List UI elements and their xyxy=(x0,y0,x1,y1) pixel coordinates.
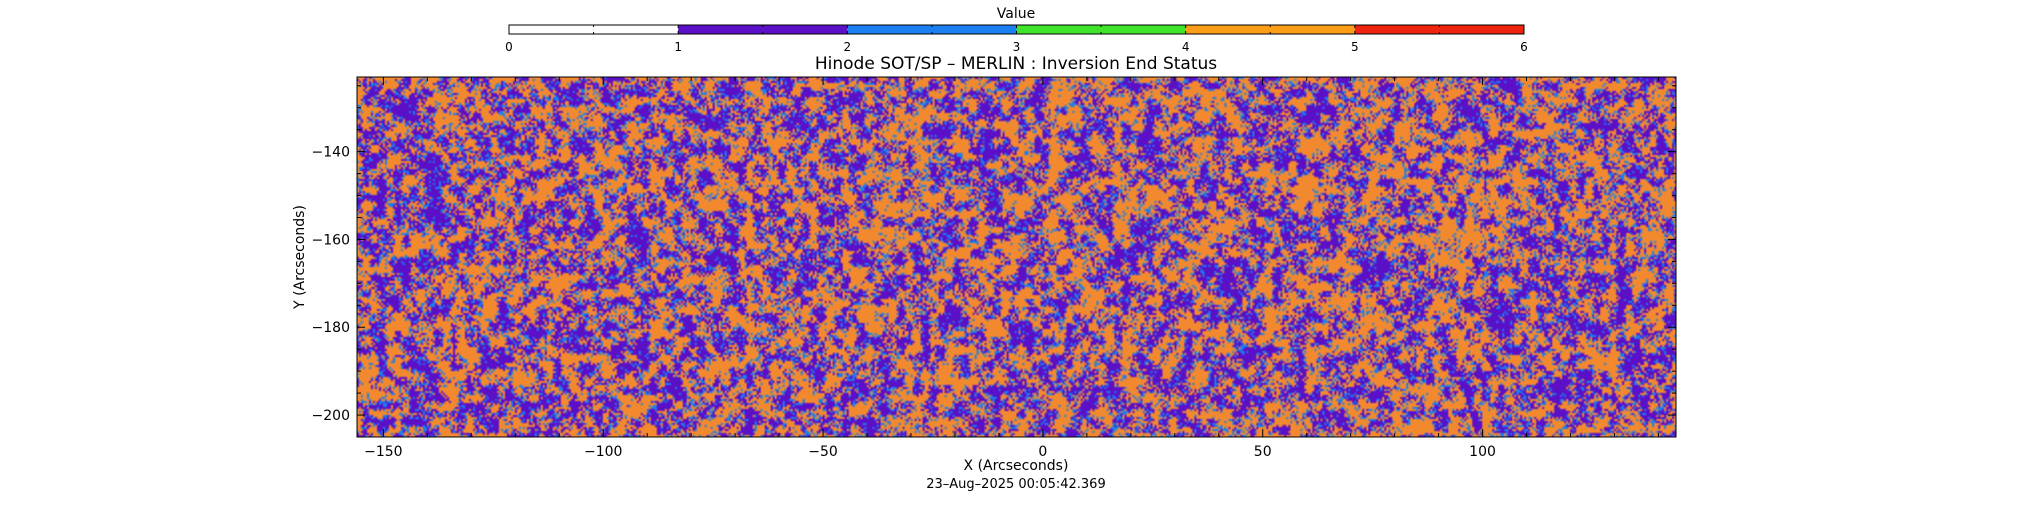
y-tick-label: −180 xyxy=(312,320,350,336)
colorbar: 0 1 2 3 4 5 6 xyxy=(505,24,1528,54)
timestamp: 23–Aug–2025 00:05:42.369 xyxy=(926,477,1105,492)
colorbar-band-5 xyxy=(1354,25,1524,34)
y-tick-label: −160 xyxy=(312,232,350,248)
colorbar-band-3 xyxy=(1016,25,1186,34)
x-tick-label: −50 xyxy=(808,444,838,460)
y-tick-label: −140 xyxy=(312,145,350,161)
colorbar-band-1 xyxy=(678,25,848,34)
colorbar-tick-label: 3 xyxy=(1013,40,1021,54)
y-axis: −140 −160 −180 −200 xyxy=(312,85,1676,438)
colorbar-title: Value xyxy=(997,6,1035,22)
x-axis-label: X (Arcseconds) xyxy=(964,458,1069,474)
x-axis: −150 −100 −50 0 50 100 xyxy=(364,77,1659,460)
plot-frame xyxy=(356,76,1677,438)
colorbar-band-2 xyxy=(847,25,1017,34)
x-tick-label: −150 xyxy=(364,444,402,460)
x-tick-label: 0 xyxy=(1038,444,1047,460)
colorbar-tick-label: 6 xyxy=(1520,40,1528,54)
chart-title: Hinode SOT/SP – MERLIN : Inversion End S… xyxy=(815,54,1217,74)
colorbar-tick-label: 2 xyxy=(844,40,852,54)
heatmap-image xyxy=(357,77,1676,437)
heatmap-area xyxy=(356,76,1677,438)
x-tick-label: 100 xyxy=(1469,444,1496,460)
x-tick-label: −100 xyxy=(584,444,622,460)
colorbar-tick-label: 1 xyxy=(674,40,682,54)
colorbar-tick-label: 4 xyxy=(1182,40,1190,54)
colorbar-tick-label: 0 xyxy=(505,40,513,54)
colorbar-band-4 xyxy=(1185,25,1355,34)
x-tick-label: 50 xyxy=(1254,444,1272,460)
colorbar-tick-label: 5 xyxy=(1351,40,1359,54)
y-tick-label: −200 xyxy=(312,408,350,424)
y-axis-label: Y (Arcseconds) xyxy=(292,205,308,310)
colorbar-band-0 xyxy=(509,25,679,34)
